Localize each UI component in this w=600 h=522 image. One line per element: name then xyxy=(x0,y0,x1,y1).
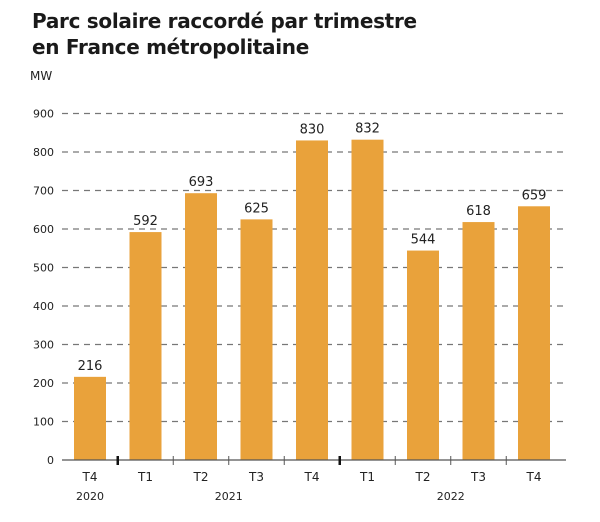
y-tick-label: 500 xyxy=(33,262,54,275)
bar xyxy=(129,232,162,460)
bar xyxy=(74,376,106,460)
data-label: 659 xyxy=(522,188,547,203)
bar xyxy=(518,206,550,460)
data-label: 832 xyxy=(355,122,380,137)
bar xyxy=(240,219,273,460)
y-tick-label: 700 xyxy=(33,185,54,198)
y-tick-label: 0 xyxy=(47,454,54,467)
x-tick-label: T2 xyxy=(415,470,431,484)
year-label: 2022 xyxy=(437,490,465,503)
bar xyxy=(296,140,328,460)
year-label: 2021 xyxy=(215,490,243,503)
y-tick-label: 200 xyxy=(33,377,54,390)
x-tick-label: T3 xyxy=(470,470,486,484)
bar xyxy=(185,193,217,460)
y-tick-label: 600 xyxy=(33,223,54,236)
chart-title: Parc solaire raccordé par trimestre en F… xyxy=(32,8,417,60)
y-tick-label: 300 xyxy=(33,339,54,352)
chart-title-line-2: en France métropolitaine xyxy=(32,35,309,59)
data-label: 625 xyxy=(244,201,269,216)
x-tick-label: T4 xyxy=(304,470,320,484)
y-axis-unit-label: MW xyxy=(30,69,53,83)
data-label: 618 xyxy=(466,204,491,219)
x-tick-label: T4 xyxy=(82,470,98,484)
y-tick-label: 800 xyxy=(33,146,54,159)
x-tick-label: T1 xyxy=(359,470,375,484)
data-label: 544 xyxy=(411,233,436,248)
chart-title-line-1: Parc solaire raccordé par trimestre xyxy=(32,9,417,33)
data-label: 216 xyxy=(78,359,103,374)
year-label: 2020 xyxy=(76,490,104,503)
bar xyxy=(351,139,384,460)
y-tick-label: 100 xyxy=(33,416,54,429)
x-tick-label: T2 xyxy=(193,470,209,484)
data-label: 830 xyxy=(300,122,325,137)
data-label: 592 xyxy=(133,214,158,229)
y-tick-label: 900 xyxy=(33,108,54,121)
x-tick-label: T1 xyxy=(137,470,153,484)
bar xyxy=(462,222,495,460)
bar xyxy=(407,250,439,460)
x-tick-label: T3 xyxy=(248,470,264,484)
data-label: 693 xyxy=(189,175,214,190)
x-tick-label: T4 xyxy=(526,470,542,484)
y-tick-label: 400 xyxy=(33,300,54,313)
